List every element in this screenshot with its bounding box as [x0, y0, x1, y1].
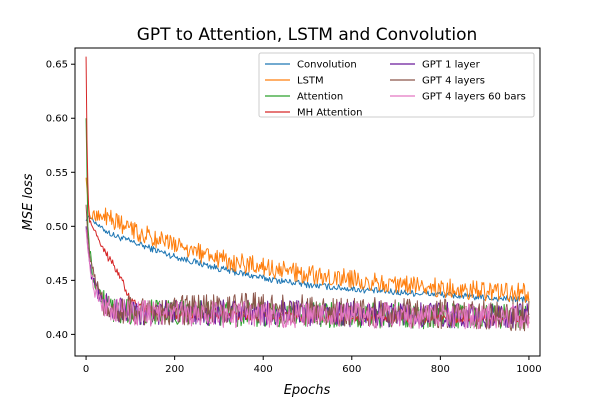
- x-tick-label: 400: [254, 364, 273, 375]
- y-axis: 0.40 0.45 0.50 0.55 0.60 0.65: [46, 60, 75, 341]
- y-tick-label: 0.60: [46, 114, 68, 125]
- series-line-lstm: [85, 177, 530, 303]
- legend-label: MH Attention: [297, 108, 362, 119]
- x-axis: 0 200 400 600 800 1000: [83, 356, 542, 375]
- legend: Convolution LSTM Attention MH Attention GPT …: [258, 52, 535, 119]
- legend-label: Attention: [297, 92, 343, 103]
- x-tick-label: 800: [431, 364, 450, 375]
- legend-label: GPT 4 layers: [422, 76, 485, 87]
- y-axis-label: MSE loss: [21, 173, 36, 230]
- legend-box: [258, 52, 535, 118]
- y-tick-label: 0.65: [46, 60, 68, 71]
- legend-label: Convolution: [297, 60, 357, 71]
- legend-label: LSTM: [297, 76, 324, 87]
- y-tick-label: 0.40: [46, 330, 68, 341]
- x-tick-label: 200: [165, 364, 184, 375]
- legend-label: GPT 1 layer: [422, 60, 481, 71]
- chart-title: GPT to Attention, LSTM and Convolution: [137, 25, 478, 45]
- x-tick-label: 0: [83, 364, 89, 375]
- series-line-gpt-4-layers-60-bars: [85, 229, 530, 330]
- x-tick-label: 600: [342, 364, 361, 375]
- y-tick-label: 0.55: [46, 168, 68, 179]
- y-tick-label: 0.50: [46, 222, 68, 233]
- x-tick-label: 1000: [516, 364, 541, 375]
- y-tick-label: 0.45: [46, 276, 68, 287]
- x-axis-label: Epochs: [284, 383, 331, 398]
- legend-label: GPT 4 layers 60 bars: [422, 92, 526, 103]
- series-layer: [85, 56, 530, 332]
